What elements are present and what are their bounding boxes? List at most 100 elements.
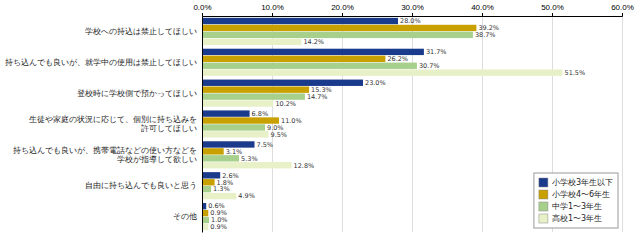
bar <box>202 131 269 137</box>
category-label: 学校への持込は禁止してほしい <box>85 27 197 36</box>
grid-tick <box>342 16 343 232</box>
tick: 持ち込んでも良いが、携帯電話などの使い方などを学校が指導して欲しい <box>13 146 202 164</box>
legend-label: 小学校4〜6年生 <box>552 190 610 199</box>
grid-tick <box>202 16 203 232</box>
chart: 28.0%31.7%23.0%6.8%7.5%2.6%0.6%39.2%26.2… <box>0 0 640 235</box>
data-label: 26.2% <box>387 55 408 63</box>
bar <box>202 69 563 75</box>
bar <box>202 217 209 223</box>
legend-item: 中学1〜3年生 <box>539 202 602 211</box>
tick: 50.0% <box>541 3 564 16</box>
legend-swatch <box>539 178 548 187</box>
grid-line <box>342 16 343 232</box>
tick-label: 60.0% <box>611 3 634 12</box>
grid-line <box>202 16 203 232</box>
data-labels: 28.0%31.7%23.0%6.8%7.5%2.6%0.6%39.2%26.2… <box>208 17 585 231</box>
data-label: 11.0% <box>281 117 302 125</box>
tick-mark <box>272 13 273 16</box>
bar <box>202 186 211 192</box>
legend-label: 高校1〜3年生 <box>552 214 602 223</box>
data-label: 9.5% <box>271 131 288 139</box>
data-label: 7.5% <box>257 141 274 149</box>
bar <box>202 86 309 92</box>
legend-swatch <box>539 190 548 199</box>
tick: 0.0% <box>193 3 211 16</box>
tick: 自由に持ち込んでも良いと思う <box>85 181 202 190</box>
tick-mark <box>552 13 553 16</box>
data-label: 3.1% <box>226 148 243 156</box>
series <box>202 32 473 224</box>
legend-item: 高校1〜3年生 <box>539 214 602 223</box>
tick: 30.0% <box>401 3 424 16</box>
bar <box>202 162 292 168</box>
tick: 登校時に学校側で預かってほしい <box>77 89 202 98</box>
category-label: 生徒や家庭の状況に応じて、個別に持ち込みを許可してほしい <box>29 115 197 133</box>
category-label: 登校時に学校側で預かってほしい <box>77 89 197 98</box>
plot: 28.0%31.7%23.0%6.8%7.5%2.6%0.6%39.2%26.2… <box>5 3 634 233</box>
legend-swatch <box>539 214 548 223</box>
legend-frame <box>534 173 618 228</box>
bar <box>202 39 301 45</box>
tick: 10.0% <box>261 3 284 16</box>
tick: 持ち込んでも良いが、就学中の使用は禁止してほしい <box>5 58 202 67</box>
series <box>202 25 476 217</box>
data-label: 14.7% <box>307 93 328 101</box>
bar <box>202 155 239 161</box>
legend: 小学校3年生以下小学校4〜6年生中学1〜3年生高校1〜3年生 <box>534 173 618 228</box>
category-label: その他 <box>173 212 197 221</box>
axis-line <box>202 17 203 233</box>
bar <box>202 25 476 31</box>
legend-item: 小学校4〜6年生 <box>539 190 610 199</box>
grid-tick <box>412 16 413 232</box>
category-label: 持ち込んでも良いが、就学中の使用は禁止してほしい <box>5 58 197 67</box>
tick-label: 10.0% <box>261 3 284 12</box>
data-label: 4.9% <box>238 192 255 200</box>
bar <box>202 18 398 24</box>
bar <box>202 124 265 130</box>
bars <box>202 18 563 230</box>
grid <box>203 16 623 232</box>
tick: 20.0% <box>331 3 354 16</box>
bar <box>202 80 363 86</box>
tick-mark <box>202 13 203 16</box>
x-axis: 0.0% 10.0% 20.0% 30.0% 40.0% 50.0% 60.0% <box>193 3 633 17</box>
tick-label: 0.0% <box>193 3 211 12</box>
tick: 生徒や家庭の状況に応じて、個別に持ち込みを許可してほしい <box>29 115 202 133</box>
data-label: 38.7% <box>475 31 496 39</box>
grid-line <box>412 16 413 232</box>
data-label: 1.3% <box>213 185 230 193</box>
category-label: 自由に持ち込んでも良いと思う <box>85 181 197 190</box>
tick-mark <box>482 13 483 16</box>
series <box>202 39 563 231</box>
bar <box>202 193 236 199</box>
data-label: 14.2% <box>303 38 324 46</box>
data-label: 28.0% <box>400 17 421 25</box>
legend-label: 小学校3年生以下 <box>552 178 613 187</box>
legend-swatch <box>539 202 548 211</box>
tick-mark <box>622 13 623 16</box>
data-label: 51.5% <box>565 69 586 77</box>
data-label: 30.7% <box>419 62 440 70</box>
series <box>202 18 424 210</box>
data-label: 12.8% <box>294 162 315 170</box>
legend-item: 小学校3年生以下 <box>539 178 613 187</box>
bar <box>202 100 273 106</box>
y-axis: 学校への持込は禁止してほしい持ち込んでも良いが、就学中の使用は禁止してほしい登校… <box>5 17 203 233</box>
tick-label: 30.0% <box>401 3 424 12</box>
bar <box>202 56 385 62</box>
tick: 40.0% <box>471 3 494 16</box>
grid-tick <box>622 16 623 232</box>
data-label: 10.2% <box>275 100 296 108</box>
tick: その他 <box>173 212 202 221</box>
tick-label: 40.0% <box>471 3 494 12</box>
data-label: 23.0% <box>365 79 386 87</box>
axis-line <box>203 13 623 17</box>
tick-label: 50.0% <box>541 3 564 12</box>
grid-line <box>482 16 483 232</box>
tick-mark <box>342 13 343 16</box>
tick: 学校への持込は禁止してほしい <box>85 27 202 36</box>
legend-label: 中学1〜3年生 <box>552 202 602 211</box>
bar <box>202 32 473 38</box>
bar <box>202 63 417 69</box>
tick-mark <box>412 13 413 16</box>
